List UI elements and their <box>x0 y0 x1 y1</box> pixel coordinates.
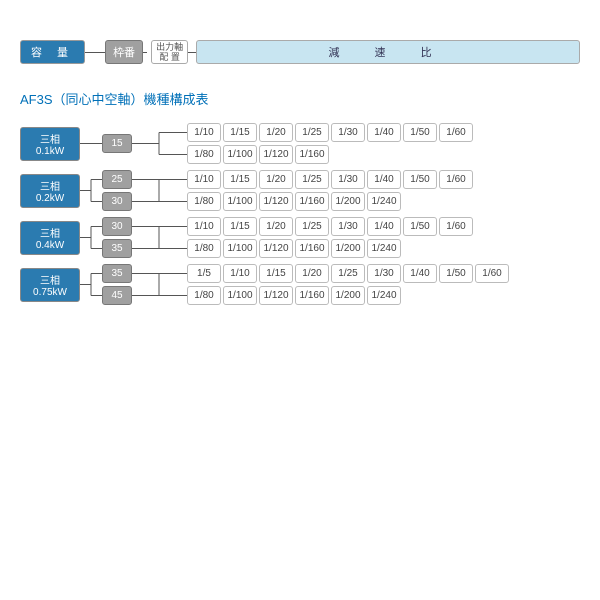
ratio-column: 1/51/101/151/201/251/301/401/501/601/801… <box>187 264 509 305</box>
ratio-cell: 1/10 <box>187 123 221 142</box>
ratio-cell: 1/15 <box>259 264 293 283</box>
ratio-cell: 1/240 <box>367 192 401 211</box>
ratio-cell: 1/15 <box>223 217 257 236</box>
groups-container: 三相0.1kW151/101/151/201/251/301/401/501/6… <box>20 123 580 305</box>
ratio-cell: 1/60 <box>475 264 509 283</box>
frame-badge: 45 <box>102 286 132 305</box>
ratio-cell: 1/15 <box>223 123 257 142</box>
ratio-row: 1/801/1001/1201/1601/2001/240 <box>187 286 509 305</box>
ratio-cell: 1/160 <box>295 286 329 305</box>
legend-shaft-l1: 出力軸 <box>156 42 183 52</box>
ratio-cell: 1/120 <box>259 145 293 164</box>
ratio-cell: 1/10 <box>187 217 221 236</box>
frame-badge: 35 <box>102 264 132 283</box>
connector <box>188 52 196 53</box>
frame-badge: 25 <box>102 170 132 189</box>
ratio-cell: 1/160 <box>295 145 329 164</box>
frame-badge: 35 <box>102 239 132 258</box>
ratio-row: 1/101/151/201/251/301/401/501/60 <box>187 123 473 142</box>
model-group: 三相0.1kW 15 1/101/151/201/251/301/401/501/6… <box>20 123 580 164</box>
ratio-row: 1/801/1001/1201/160 <box>187 145 473 164</box>
ratio-cell: 1/120 <box>259 286 293 305</box>
frame-badge: 30 <box>102 217 132 236</box>
ratio-cell: 1/100 <box>223 286 257 305</box>
ratio-row: 1/101/151/201/251/301/401/501/60 <box>187 217 473 236</box>
ratio-row: 1/801/1001/1201/1601/2001/240 <box>187 192 473 211</box>
capacity-badge: 三相0.1kW <box>20 127 80 161</box>
ratio-cell: 1/120 <box>259 239 293 258</box>
ratio-row: 1/51/101/151/201/251/301/401/501/60 <box>187 264 509 283</box>
ratio-cell: 1/50 <box>403 217 437 236</box>
ratio-cell: 1/240 <box>367 239 401 258</box>
legend-ratio: 減 速 比 <box>196 40 580 64</box>
legend-row: 容 量 枠番 出力軸 配 置 減 速 比 <box>20 40 580 64</box>
capacity-badge: 三相0.2kW <box>20 174 80 208</box>
ratio-cell: 1/100 <box>223 239 257 258</box>
capacity-badge: 三相0.4kW <box>20 221 80 255</box>
frame-column: 2530 <box>102 170 132 211</box>
ratio-cell: 1/100 <box>223 192 257 211</box>
ratio-cell: 1/50 <box>403 170 437 189</box>
table-title: AF3S（同心中空軸）機種構成表 <box>20 89 580 108</box>
ratio-cell: 1/80 <box>187 286 221 305</box>
ratio-cell: 1/50 <box>403 123 437 142</box>
ratio-cell: 1/20 <box>259 123 293 142</box>
ratio-cell: 1/60 <box>439 123 473 142</box>
ratio-cell: 1/30 <box>331 123 365 142</box>
ratio-cell: 1/40 <box>367 217 401 236</box>
ratio-cell: 1/200 <box>331 239 365 258</box>
ratio-row: 1/101/151/201/251/301/401/501/60 <box>187 170 473 189</box>
ratio-column: 1/101/151/201/251/301/401/501/601/801/10… <box>187 217 473 258</box>
ratio-cell: 1/160 <box>295 239 329 258</box>
legend-frame: 枠番 <box>105 40 143 64</box>
ratio-cell: 1/80 <box>187 145 221 164</box>
ratio-cell: 1/40 <box>367 170 401 189</box>
ratio-column: 1/101/151/201/251/301/401/501/601/801/10… <box>187 123 473 164</box>
ratio-cell: 1/60 <box>439 170 473 189</box>
frame-column: 3545 <box>102 264 132 305</box>
model-group: 三相0.2kW25301/101/151/201/251/301/401/501… <box>20 170 580 211</box>
ratio-cell: 1/40 <box>403 264 437 283</box>
frame-badge: 30 <box>102 192 132 211</box>
frame-column: 15 <box>102 134 132 153</box>
connector <box>143 52 147 53</box>
ratio-cell: 1/10 <box>223 264 257 283</box>
ratio-cell: 1/25 <box>295 123 329 142</box>
legend-shaft-l2: 配 置 <box>156 52 183 62</box>
legend-shaft: 出力軸 配 置 <box>151 40 188 64</box>
ratio-cell: 1/80 <box>187 192 221 211</box>
frame-column: 3035 <box>102 217 132 258</box>
connector <box>85 52 105 53</box>
ratio-row: 1/801/1001/1201/1601/2001/240 <box>187 239 473 258</box>
legend-capacity: 容 量 <box>20 40 85 64</box>
ratio-cell: 1/40 <box>367 123 401 142</box>
ratio-cell: 1/20 <box>295 264 329 283</box>
ratio-cell: 1/160 <box>295 192 329 211</box>
ratio-cell: 1/25 <box>295 217 329 236</box>
ratio-cell: 1/30 <box>331 217 365 236</box>
ratio-cell: 1/30 <box>367 264 401 283</box>
ratio-cell: 1/200 <box>331 192 365 211</box>
ratio-cell: 1/120 <box>259 192 293 211</box>
model-group: 三相0.4kW30351/101/151/201/251/301/401/501… <box>20 217 580 258</box>
ratio-cell: 1/80 <box>187 239 221 258</box>
ratio-cell: 1/100 <box>223 145 257 164</box>
ratio-cell: 1/25 <box>295 170 329 189</box>
model-group: 三相0.75kW35451/51/101/151/201/251/301/401… <box>20 264 580 305</box>
ratio-cell: 1/60 <box>439 217 473 236</box>
ratio-cell: 1/10 <box>187 170 221 189</box>
ratio-cell: 1/50 <box>439 264 473 283</box>
capacity-badge: 三相0.75kW <box>20 268 80 302</box>
ratio-cell: 1/5 <box>187 264 221 283</box>
ratio-cell: 1/240 <box>367 286 401 305</box>
ratio-cell: 1/15 <box>223 170 257 189</box>
ratio-cell: 1/20 <box>259 217 293 236</box>
ratio-cell: 1/20 <box>259 170 293 189</box>
frame-badge: 15 <box>102 134 132 153</box>
ratio-cell: 1/30 <box>331 170 365 189</box>
ratio-column: 1/101/151/201/251/301/401/501/601/801/10… <box>187 170 473 211</box>
ratio-cell: 1/25 <box>331 264 365 283</box>
ratio-cell: 1/200 <box>331 286 365 305</box>
